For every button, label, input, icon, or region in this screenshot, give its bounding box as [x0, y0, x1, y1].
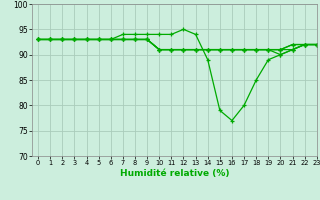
X-axis label: Humidité relative (%): Humidité relative (%) — [120, 169, 229, 178]
